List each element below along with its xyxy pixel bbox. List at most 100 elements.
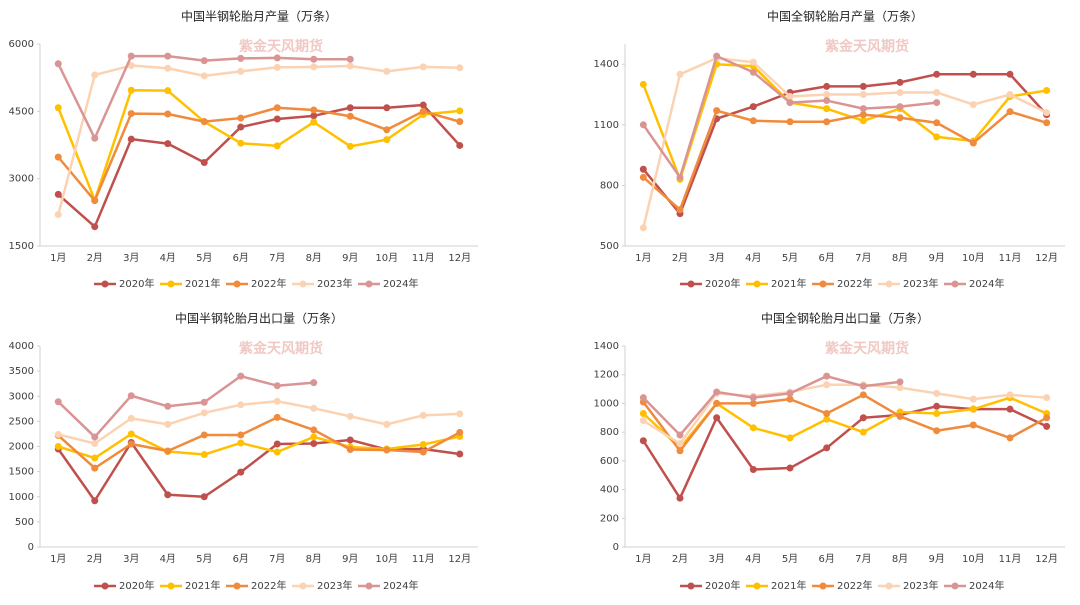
data-point	[200, 118, 208, 126]
data-point	[310, 118, 318, 126]
data-point	[786, 464, 794, 472]
x-tick-label: 3月	[123, 252, 139, 264]
data-point	[896, 103, 904, 111]
legend-marker	[687, 280, 695, 288]
x-tick-label: 2月	[672, 553, 688, 565]
data-point	[823, 91, 831, 98]
data-point	[823, 409, 831, 417]
legend-marker	[167, 582, 175, 590]
data-point	[237, 54, 245, 62]
data-point	[933, 427, 941, 435]
data-point	[456, 410, 464, 418]
x-tick-label: 7月	[855, 252, 871, 264]
data-point	[54, 190, 62, 198]
y-tick-label: 6000	[9, 39, 34, 50]
data-point	[383, 104, 391, 112]
legend-label: 2022年	[251, 277, 286, 290]
data-point	[823, 444, 831, 452]
data-point	[1006, 108, 1014, 116]
data-point	[823, 105, 831, 113]
data-point	[164, 491, 172, 499]
data-point	[164, 402, 172, 410]
data-point	[54, 398, 62, 406]
data-point	[713, 399, 721, 407]
y-tick-label: 3500	[9, 366, 34, 377]
data-point	[273, 115, 281, 123]
x-tick-label: 11月	[999, 252, 1022, 264]
data-point	[273, 54, 281, 62]
data-point	[91, 197, 99, 205]
data-point	[346, 142, 354, 150]
legend-marker	[885, 582, 893, 590]
data-point	[859, 391, 867, 399]
data-point	[346, 446, 354, 454]
data-point	[164, 52, 172, 60]
data-point	[1043, 86, 1051, 94]
data-point	[200, 159, 208, 167]
x-tick-label: 5月	[196, 252, 212, 264]
data-point	[786, 93, 794, 101]
x-tick-label: 3月	[123, 553, 139, 565]
data-point	[859, 91, 867, 98]
data-point	[786, 389, 794, 397]
watermark: 紫金天风期货	[239, 340, 323, 357]
data-point	[1043, 109, 1051, 117]
x-tick-label: 10月	[375, 252, 398, 264]
legend-marker	[885, 280, 893, 288]
data-point	[164, 140, 172, 148]
x-tick-label: 6月	[233, 252, 249, 264]
series-line	[642, 383, 1047, 445]
y-tick-label: 1400	[594, 59, 619, 70]
data-point	[676, 440, 684, 448]
data-point	[383, 126, 391, 134]
x-tick-label: 12月	[1035, 252, 1058, 264]
data-point	[127, 392, 135, 400]
data-point	[749, 399, 757, 407]
data-point	[310, 379, 318, 387]
legend-label: 2023年	[903, 579, 938, 592]
data-point	[1043, 414, 1051, 422]
chart-title: 中国全钢轮胎月出口量（万条）	[761, 311, 929, 326]
data-point	[273, 63, 281, 71]
series-line	[642, 62, 1047, 181]
data-point	[676, 173, 684, 181]
legend-label: 2024年	[969, 277, 1004, 290]
data-point	[419, 448, 427, 456]
legend-marker	[233, 582, 241, 590]
data-point	[713, 388, 721, 396]
chart-title: 中国全钢轮胎月产量（万条）	[767, 9, 923, 24]
legend-marker	[167, 280, 175, 288]
x-tick-label: 2月	[87, 252, 103, 264]
data-point	[896, 114, 904, 122]
data-point	[786, 99, 794, 107]
data-point	[1043, 422, 1051, 430]
data-point	[383, 446, 391, 454]
watermark: 紫金天风期货	[825, 340, 909, 357]
data-point	[639, 121, 647, 129]
data-point	[273, 142, 281, 150]
data-point	[200, 451, 208, 459]
series-line	[642, 56, 1048, 229]
data-point	[237, 401, 245, 409]
data-point	[639, 437, 647, 445]
data-point	[969, 139, 977, 147]
data-point	[823, 82, 831, 90]
data-point	[969, 70, 977, 78]
y-tick-label: 800	[600, 180, 619, 191]
y-tick-label: 500	[600, 241, 619, 252]
legend-marker	[753, 582, 761, 590]
legend-label: 2023年	[317, 579, 352, 592]
data-point	[749, 58, 757, 66]
x-tick-label: 1月	[635, 553, 651, 565]
series-line	[57, 432, 461, 460]
data-point	[273, 448, 281, 456]
x-tick-label: 1月	[50, 252, 66, 264]
data-point	[676, 447, 684, 455]
data-point	[713, 52, 721, 60]
series-line	[642, 405, 1048, 500]
x-tick-label: 12月	[448, 252, 471, 264]
data-point	[1006, 91, 1014, 98]
y-tick-label: 4500	[9, 106, 34, 117]
data-point	[54, 211, 62, 219]
